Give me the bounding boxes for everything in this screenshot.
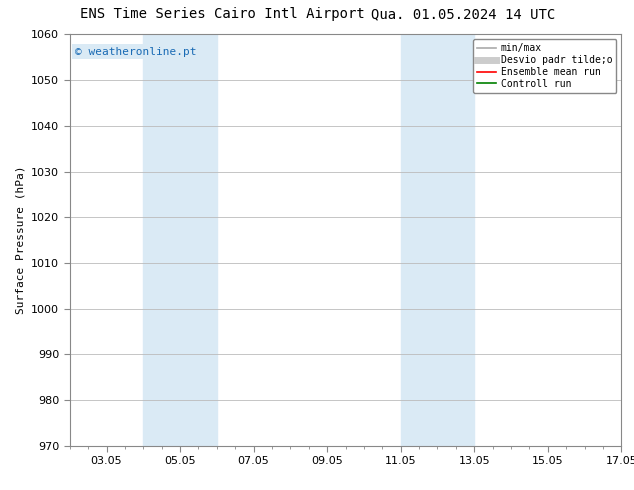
Text: Qua. 01.05.2024 14 UTC: Qua. 01.05.2024 14 UTC (371, 7, 555, 22)
Text: © weatheronline.pt: © weatheronline.pt (75, 47, 197, 57)
Y-axis label: Surface Pressure (hPa): Surface Pressure (hPa) (16, 166, 25, 315)
Legend: min/max, Desvio padr tilde;o, Ensemble mean run, Controll run: min/max, Desvio padr tilde;o, Ensemble m… (473, 39, 616, 93)
Bar (401, 34, 474, 446)
Text: ENS Time Series Cairo Intl Airport: ENS Time Series Cairo Intl Airport (79, 7, 365, 22)
Bar (143, 34, 217, 446)
